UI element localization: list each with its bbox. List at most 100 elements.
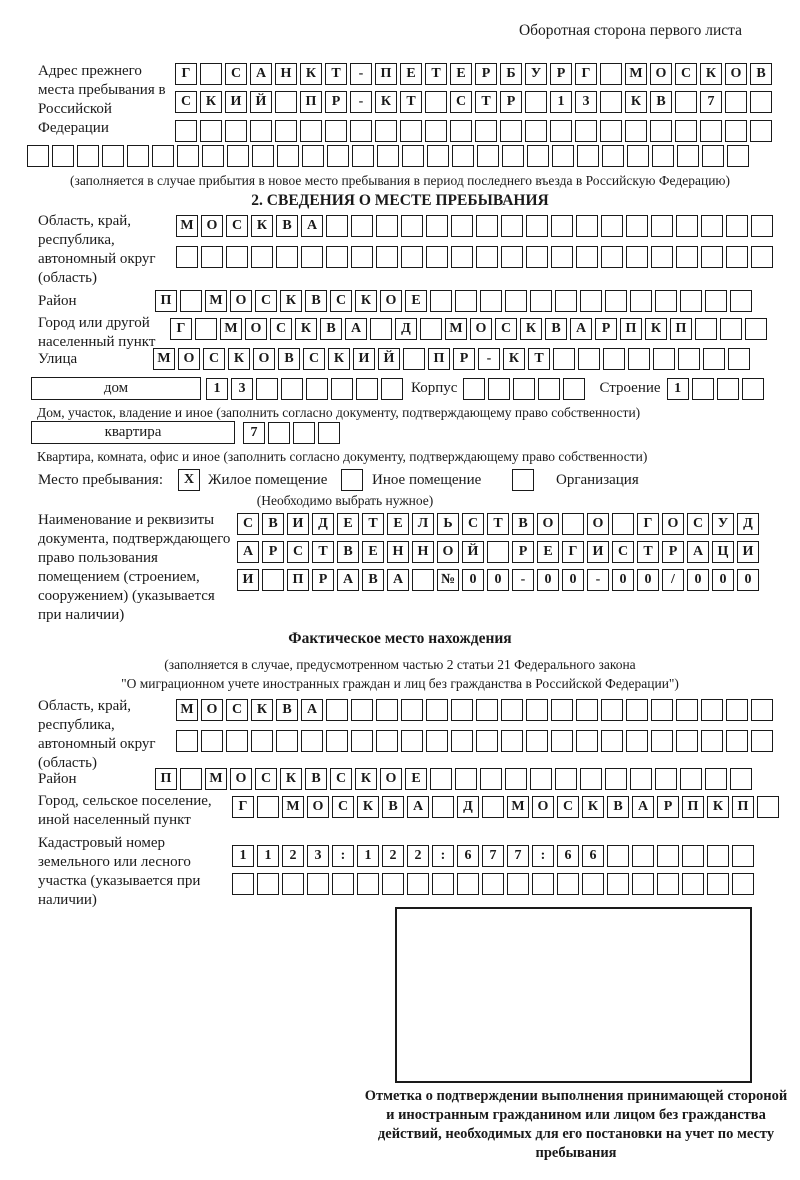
actual-region-label: Область, край, республика, автономный ок…: [38, 698, 156, 771]
char-box: Р: [595, 318, 617, 340]
char-box: [180, 290, 202, 312]
char-box: [381, 377, 403, 400]
char-box: [680, 290, 702, 312]
char-box: В: [262, 513, 284, 535]
char-box: М: [176, 215, 198, 237]
char-box: [451, 215, 473, 237]
prev-address-caption: (заполняется в случае прибытия в новое м…: [69, 173, 731, 188]
char-box: [580, 768, 602, 790]
char-box: [326, 699, 348, 721]
char-box: [600, 63, 622, 85]
char-box: [102, 145, 124, 167]
char-box: [576, 246, 598, 268]
char-box: Е: [387, 513, 409, 535]
char-box: [526, 730, 548, 752]
char-box: [201, 730, 223, 752]
char-box: Ь: [437, 513, 459, 535]
char-box: П: [155, 290, 177, 312]
char-box: В: [337, 541, 359, 563]
char-box: [576, 215, 598, 237]
char-box: [551, 699, 573, 721]
char-box: К: [251, 215, 273, 237]
street-label: Улица: [38, 351, 78, 367]
char-box: Р: [475, 63, 497, 85]
char-box: [403, 348, 425, 370]
char-box: 2: [282, 845, 304, 867]
char-box: 0: [487, 569, 509, 591]
char-box: Г: [637, 513, 659, 535]
char-box: [703, 348, 725, 370]
char-box: Е: [362, 541, 384, 563]
char-box: В: [305, 768, 327, 790]
char-box: И: [737, 541, 759, 563]
char-box: [232, 873, 254, 895]
char-box: [401, 246, 423, 268]
char-box: М: [176, 699, 198, 721]
char-box: [550, 120, 572, 142]
char-box: [605, 768, 627, 790]
char-box: [691, 377, 714, 400]
char-box: -: [350, 63, 372, 85]
cadastre-label: Кадастровый номер земельного или лесного…: [38, 835, 201, 908]
char-box: [605, 290, 627, 312]
char-box: 0: [537, 569, 559, 591]
char-box: [375, 120, 397, 142]
char-box: [678, 348, 700, 370]
char-box: В: [750, 63, 772, 85]
char-box: [732, 845, 754, 867]
apartment-type-box: квартира: [31, 421, 235, 444]
char-box: А: [237, 541, 259, 563]
char-box: [370, 318, 392, 340]
char-box: Й: [250, 91, 272, 113]
char-box: [630, 290, 652, 312]
char-box: [300, 120, 322, 142]
char-box: [307, 873, 329, 895]
char-box: М: [282, 796, 304, 818]
stay-type-option-zhiloe: Жилое помещение: [208, 472, 328, 488]
char-box: [200, 63, 222, 85]
char-box: 6: [582, 845, 604, 867]
char-box: С: [330, 290, 352, 312]
char-box: 2: [407, 845, 429, 867]
char-box: [268, 421, 290, 444]
char-box: [256, 377, 278, 400]
char-box: А: [407, 796, 429, 818]
char-box: [127, 145, 149, 167]
actual-location-title: Фактическое место нахождения: [288, 630, 512, 647]
char-box: [601, 699, 623, 721]
char-box: [251, 246, 273, 268]
char-box: [180, 768, 202, 790]
char-box: [530, 290, 552, 312]
char-box: И: [237, 569, 259, 591]
char-box: [457, 873, 479, 895]
char-box: [732, 873, 754, 895]
char-box: О: [662, 513, 684, 535]
char-box: [176, 730, 198, 752]
char-box: Е: [537, 541, 559, 563]
char-box: №: [437, 569, 459, 591]
char-box: К: [582, 796, 604, 818]
char-box: [525, 91, 547, 113]
house-caption: Дом, участок, владение и иное (заполнить…: [37, 405, 641, 420]
char-box: [301, 246, 323, 268]
char-box: С: [203, 348, 225, 370]
confirmation-stamp-area: [395, 907, 752, 1083]
char-box: [451, 699, 473, 721]
char-box: [726, 699, 748, 721]
char-box: [551, 246, 573, 268]
char-box: [482, 873, 504, 895]
char-box: 0: [737, 569, 759, 591]
char-box: [630, 768, 652, 790]
char-box: [325, 120, 347, 142]
char-box: О: [201, 699, 223, 721]
char-box: 1: [550, 91, 572, 113]
char-box: [52, 145, 74, 167]
char-box: 1: [357, 845, 379, 867]
char-box: М: [153, 348, 175, 370]
char-box: [487, 541, 509, 563]
korpus-cells: [463, 377, 586, 400]
char-box: Б: [500, 63, 522, 85]
